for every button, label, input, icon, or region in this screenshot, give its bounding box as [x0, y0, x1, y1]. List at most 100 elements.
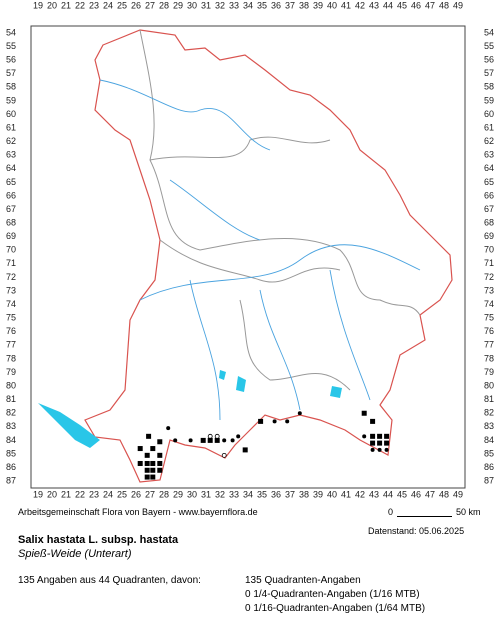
occurrence-square: [384, 433, 390, 439]
species-name: Salix hastata L. subsp. hastata: [18, 534, 179, 546]
x-grid-label: 36: [271, 489, 281, 499]
scale-bar: [397, 516, 452, 517]
y-grid-label: 56: [484, 55, 494, 65]
occurrence-square: [207, 437, 213, 443]
y-grid-label: 87: [484, 476, 494, 486]
x-grid-label: 34: [243, 489, 253, 499]
y-grid-label: 64: [484, 163, 494, 173]
x-grid-label: 21: [61, 489, 71, 499]
stats-line: 0 1/4-Quadranten-Angaben (1/16 MTB): [245, 589, 420, 600]
x-grid-label: 23: [89, 489, 99, 499]
y-grid-label: 61: [6, 122, 16, 132]
y-grid-label: 62: [484, 136, 494, 146]
y-grid-label: 55: [484, 41, 494, 51]
x-grid-label: 19: [33, 0, 43, 10]
occurrence-circle: [221, 452, 227, 458]
y-grid-label: 76: [484, 326, 494, 336]
occurrence-dot: [188, 438, 193, 443]
y-grid-label: 80: [484, 380, 494, 390]
x-grid-label: 46: [411, 0, 421, 10]
y-grid-label: 80: [6, 380, 16, 390]
y-grid-label: 70: [484, 245, 494, 255]
x-grid-label: 46: [411, 489, 421, 499]
x-grid-label: 44: [383, 0, 393, 10]
occurrence-square: [144, 474, 150, 480]
x-grid-label: 31: [201, 0, 211, 10]
occurrence-square: [377, 440, 383, 446]
x-grid-label: 22: [75, 489, 85, 499]
y-grid-label: 79: [484, 367, 494, 377]
occurrence-square: [370, 440, 376, 446]
x-grid-label: 19: [33, 489, 43, 499]
x-grid-label: 32: [215, 0, 225, 10]
source: Arbeitsgemeinschaft Flora von Bayern - w…: [18, 507, 258, 517]
occurrence-dot: [236, 434, 241, 439]
y-grid-label: 84: [484, 435, 494, 445]
occurrence-dot: [377, 447, 382, 452]
date: Datenstand: 05.06.2025: [368, 526, 465, 536]
occurrence-circle: [214, 433, 220, 439]
y-grid-label: 72: [484, 272, 494, 282]
y-grid-label: 66: [6, 190, 16, 200]
state-border: [84, 29, 453, 483]
stats-line: 0 1/16-Quadranten-Angaben (1/64 MTB): [245, 603, 426, 614]
y-grid-label: 68: [484, 217, 494, 227]
x-grid-label: 45: [397, 489, 407, 499]
y-grid-label: 64: [6, 163, 16, 173]
district-borders: [139, 29, 421, 391]
occurrence-square: [370, 418, 376, 424]
x-grid-label: 28: [159, 0, 169, 10]
y-grid-label: 69: [484, 231, 494, 241]
x-grid-label: 30: [187, 489, 197, 499]
occurrence-square: [150, 446, 156, 452]
occurrence-square: [137, 446, 143, 452]
x-grid-label: 29: [173, 0, 183, 10]
y-grid-label: 85: [484, 448, 494, 458]
x-grid-label: 34: [243, 0, 253, 10]
x-grid-label: 43: [369, 0, 379, 10]
y-grid-label: 65: [6, 177, 16, 187]
occurrence-square: [150, 467, 156, 473]
occurrence-square: [242, 447, 248, 453]
x-grid-label: 21: [61, 0, 71, 10]
y-grid-label: 71: [484, 258, 494, 268]
x-grid-label: 37: [285, 0, 295, 10]
common-name: Spieß-Weide (Unterart): [18, 548, 132, 560]
x-grid-label: 37: [285, 489, 295, 499]
y-grid-label: 67: [484, 204, 494, 214]
y-grid-label: 59: [6, 95, 16, 105]
y-grid-label: 79: [6, 367, 16, 377]
y-grid-label: 63: [6, 150, 16, 160]
x-grid-label: 42: [355, 0, 365, 10]
occurrence-dot: [362, 434, 367, 439]
y-grid-label: 81: [484, 394, 494, 404]
y-grid-label: 84: [6, 435, 16, 445]
x-grid-label: 40: [327, 0, 337, 10]
occurrence-square: [370, 433, 376, 439]
y-grid-label: 60: [6, 109, 16, 119]
stats-summary: 135 Angaben aus 44 Quadranten, davon:: [18, 575, 201, 586]
y-grid-label: 67: [6, 204, 16, 214]
y-grid-label: 57: [6, 68, 16, 78]
occurrence-square: [200, 437, 206, 443]
x-grid-label: 35: [257, 489, 267, 499]
occurrence-dot: [370, 447, 375, 452]
occurrence-dot: [297, 411, 302, 416]
occurrence-square: [157, 460, 163, 466]
occurrence-dot: [230, 438, 235, 443]
occurrence-dot: [285, 419, 290, 424]
occurrence-dot: [222, 438, 227, 443]
occurrence-square: [258, 418, 264, 424]
y-grid-label: 66: [484, 190, 494, 200]
x-grid-label: 49: [453, 489, 463, 499]
x-grid-label: 33: [229, 489, 239, 499]
y-grid-label: 58: [6, 82, 16, 92]
y-grid-label: 78: [484, 353, 494, 363]
x-grid-label: 42: [355, 489, 365, 499]
y-grid-label: 54: [484, 27, 494, 37]
y-grid-label: 77: [6, 340, 16, 350]
map: 19 19 20 20 21 21 22 22 23 23 24 24 25 25 26 26 27 27 28 28…: [6, 0, 494, 499]
rivers: [99, 79, 421, 421]
occurrence-square: [146, 433, 152, 439]
y-grid-label: 83: [6, 421, 16, 431]
